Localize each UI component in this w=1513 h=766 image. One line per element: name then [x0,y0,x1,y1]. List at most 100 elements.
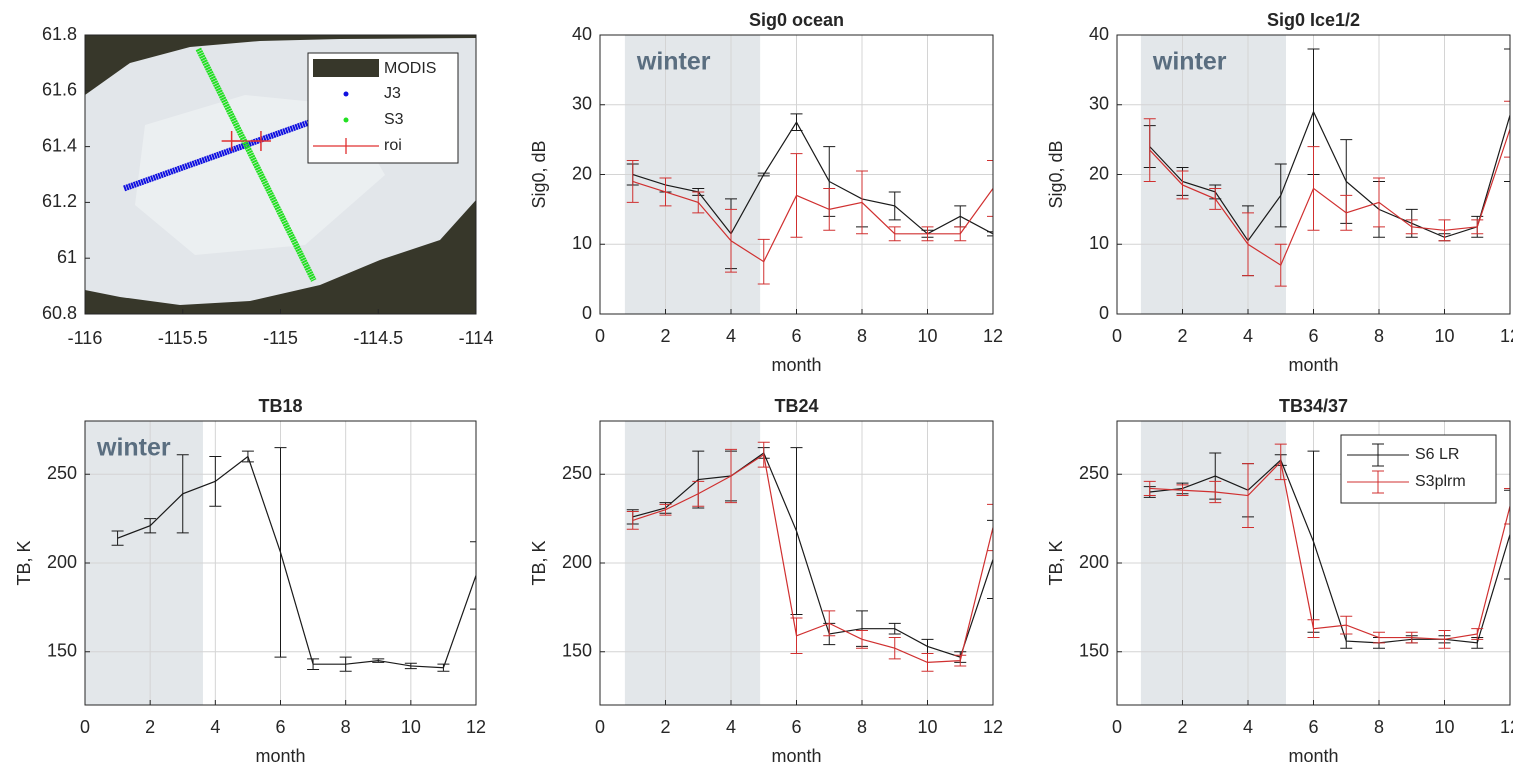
y-tick-label: 61.8 [42,24,77,44]
chart-title: Sig0 ocean [749,10,844,30]
x-tick-label: 6 [275,717,285,737]
x-tick-label: 8 [1374,326,1384,346]
y-tick-label: 61.2 [42,191,77,211]
y-tick-label: 20 [572,163,592,183]
legend-label: MODIS [384,60,436,77]
chart-title: TB34/37 [1279,396,1348,416]
x-tick-label: 2 [145,717,155,737]
y-tick-label: 250 [562,463,592,483]
error-bar [1504,490,1513,579]
y-tick-label: 10 [1089,233,1109,253]
x-tick-label: 8 [857,326,867,346]
plot-area [600,35,999,314]
y-tick-label: 0 [582,303,592,323]
x-tick-label: 4 [726,717,736,737]
y-tick-label: 200 [1079,552,1109,572]
x-tick-label: 10 [917,717,937,737]
x-axis-label: month [1288,746,1338,766]
x-tick-label: 12 [466,717,486,737]
chart-title: Sig0 Ice1/2 [1267,10,1360,30]
y-tick-label: 10 [572,233,592,253]
legend-label: S6 LR [1415,446,1459,463]
error-bar [1308,147,1320,231]
x-tick-label: 0 [595,326,605,346]
legend-box [1341,435,1496,503]
error-bar [889,192,901,220]
x-tick-label: -116 [68,328,103,348]
error-bar [1504,488,1513,524]
x-axis-label: month [771,746,821,766]
x-tick-label: 6 [1308,717,1318,737]
legend-label: J3 [384,85,401,102]
x-tick-label: 12 [1500,717,1513,737]
error-bar [1504,49,1513,182]
x-tick-label: 8 [1374,717,1384,737]
error-bar [954,206,966,227]
legend-label: S3 [384,111,404,128]
legend-marker [344,118,349,123]
x-tick-label: 10 [1434,717,1454,737]
y-tick-label: 250 [47,463,77,483]
x-tick-label: 4 [726,326,736,346]
x-tick-label: 0 [1112,326,1122,346]
y-tick-label: 30 [572,94,592,114]
y-tick-label: 150 [47,641,77,661]
y-tick-label: 250 [1079,463,1109,483]
y-tick-label: 61 [57,247,77,267]
x-tick-label: 12 [1500,326,1513,346]
x-tick-label: 8 [857,717,867,737]
y-axis-label: TB, K [14,540,34,585]
legend-label: S3plrm [1415,473,1466,490]
y-tick-label: 200 [47,552,77,572]
y-tick-label: 40 [572,24,592,44]
x-tick-label: 12 [983,326,1003,346]
x-tick-label: -114.5 [353,328,403,348]
x-tick-label: 6 [1308,326,1318,346]
chart-title: TB18 [258,396,302,416]
error-bar [856,171,868,234]
plot-area [85,421,482,705]
x-tick-label: 6 [791,717,801,737]
annotation: winter [1152,48,1227,76]
y-axis-label: Sig0, dB [1046,140,1066,208]
error-bar [889,638,901,659]
x-tick-label: -115.5 [158,328,208,348]
x-tick-label: 0 [80,717,90,737]
x-tick-label: 10 [401,717,421,737]
x-axis-label: month [771,355,821,375]
x-tick-label: 2 [1177,717,1187,737]
y-axis-label: Sig0, dB [529,140,549,208]
annotation: winter [96,434,171,462]
y-tick-label: 30 [1089,94,1109,114]
y-axis-label: TB, K [1046,540,1066,585]
x-tick-label: -114 [459,328,494,348]
x-tick-label: -115 [263,328,298,348]
error-bar [856,630,868,648]
x-tick-label: 6 [791,326,801,346]
chart-title: TB24 [774,396,818,416]
error-bar [1373,178,1385,227]
annotation: winter [636,48,711,76]
x-tick-label: 8 [341,717,351,737]
error-bar [791,448,803,615]
x-tick-label: 10 [917,326,937,346]
y-tick-label: 20 [1089,163,1109,183]
x-tick-label: 4 [210,717,220,737]
y-tick-label: 0 [1099,303,1109,323]
x-tick-label: 2 [660,717,670,737]
y-tick-label: 61.4 [42,135,77,155]
plot-area [1117,35,1513,314]
y-axis-label: TB, K [529,540,549,585]
x-tick-label: 2 [1177,326,1187,346]
legend-swatch [313,59,379,77]
y-tick-label: 60.8 [42,303,77,323]
x-tick-label: 0 [1112,717,1122,737]
plot-area [600,421,999,705]
y-tick-label: 61.6 [42,80,77,100]
error-bar [823,188,835,230]
x-tick-label: 4 [1243,326,1253,346]
error-bar [791,618,803,654]
error-bar [791,154,803,238]
x-axis-label: month [1288,355,1338,375]
error-bar [275,448,287,657]
